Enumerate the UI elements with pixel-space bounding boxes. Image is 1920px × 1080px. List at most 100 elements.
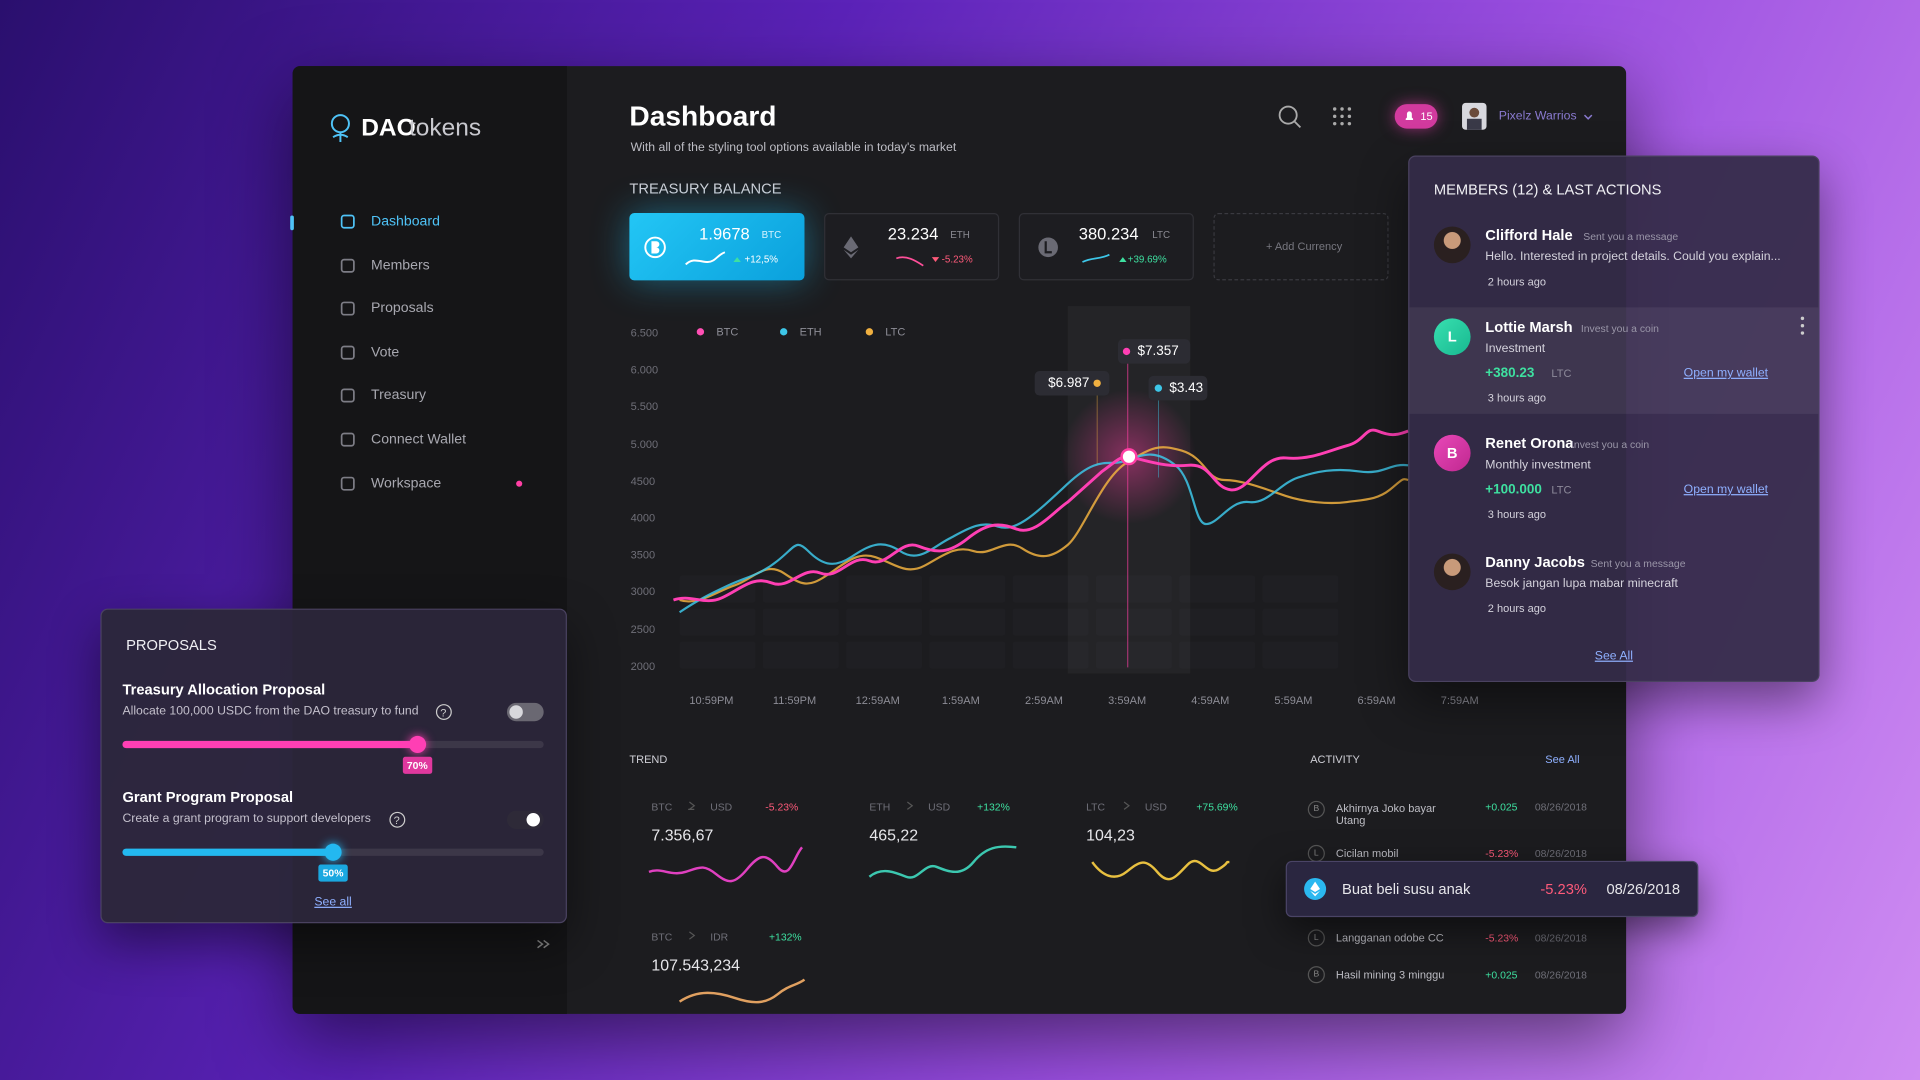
trend-change: -5.23% xyxy=(765,800,799,814)
activity-label: Hasil mining 3 minggu xyxy=(1335,968,1445,981)
member-initial: B xyxy=(1446,444,1458,462)
tooltip-label: $3.43 xyxy=(1169,380,1204,396)
member-time: 2 hours ago xyxy=(1487,602,1546,615)
member-name: Renet Orona xyxy=(1485,434,1574,452)
slider-handle[interactable] xyxy=(324,843,342,861)
member-text: Monthly investment xyxy=(1485,458,1591,473)
tooltip-dot xyxy=(1154,384,1163,392)
proposal-title: Treasury Allocation Proposal xyxy=(122,680,326,698)
y-tick-label: 4500 xyxy=(630,474,656,488)
x-tick-label: 1:59AM xyxy=(941,694,980,707)
x-tick-label: 7:59AM xyxy=(1440,694,1479,707)
panel-title: PROPOSALS xyxy=(126,636,217,654)
trend-value: 107.543,234 xyxy=(651,955,740,975)
card-change: -5.23% xyxy=(941,254,973,266)
see-all-link[interactable]: See All xyxy=(1545,753,1580,766)
tooltip-label: $6.987 xyxy=(1048,375,1090,391)
tooltip-label: $7.357 xyxy=(1137,344,1179,359)
card-amount: 380.234 xyxy=(1078,224,1139,244)
member-time: 2 hours ago xyxy=(1487,275,1546,288)
section-title: ACTIVITY xyxy=(1310,753,1360,766)
activity-label: Cicilan mobil xyxy=(1335,847,1399,860)
proposal-desc: Allocate 100,000 USDC from the DAO treas… xyxy=(122,704,419,719)
member-currency: LTC xyxy=(1551,483,1572,496)
y-tick-label: 5.000 xyxy=(630,437,659,451)
logo-bold: DAO xyxy=(361,114,416,142)
nav-item[interactable]: Treasury xyxy=(371,388,427,403)
notification-count: 15 xyxy=(1420,110,1433,123)
trend-from: BTC xyxy=(651,800,673,814)
currency-card[interactable] xyxy=(1018,213,1194,281)
legend-dot xyxy=(696,328,705,336)
member-action: Invest you a coin xyxy=(1580,322,1659,335)
nav-item[interactable]: Members xyxy=(371,258,430,274)
trend-to: USD xyxy=(710,800,733,814)
notification-badge[interactable] xyxy=(1394,104,1438,129)
page-subtitle: With all of the styling tool options ava… xyxy=(630,141,957,155)
trend-change: +132% xyxy=(977,800,1010,814)
toggle-knob xyxy=(526,813,540,827)
user-name[interactable]: Pixelz Warrios xyxy=(1498,109,1577,124)
nav-item[interactable]: Dashboard xyxy=(371,214,440,229)
activity-change: -5.23% xyxy=(1485,847,1519,860)
activity-change: -5.23% xyxy=(1485,931,1519,945)
legend-label: ETH xyxy=(799,325,822,338)
y-tick-label: 4000 xyxy=(630,511,656,525)
trend-change: +75.69% xyxy=(1196,800,1238,814)
activity-icon xyxy=(1307,800,1325,818)
x-tick-label: 12:59AM xyxy=(855,694,900,707)
nav-item[interactable]: Proposals xyxy=(371,301,434,316)
legend-label: BTC xyxy=(716,325,739,338)
trend-to: USD xyxy=(1144,800,1167,814)
y-tick-label: 2500 xyxy=(630,622,656,636)
add-currency-label[interactable]: + Add Currency xyxy=(1265,240,1343,253)
activity-icon xyxy=(1307,966,1325,984)
member-action: Sent you a message xyxy=(1583,230,1679,243)
activity-date: 08/26/2018 xyxy=(1606,880,1680,898)
nav-item[interactable]: Connect Wallet xyxy=(371,432,466,447)
wallet-link[interactable]: Open my wallet xyxy=(1683,366,1769,381)
activity-highlight-icon xyxy=(1304,877,1327,900)
see-all-link[interactable]: See All xyxy=(1594,649,1633,664)
currency-card[interactable] xyxy=(629,213,805,281)
activity-date: 08/26/2018 xyxy=(1534,931,1587,945)
tooltip-dot xyxy=(1122,347,1131,356)
progress-tag xyxy=(402,756,432,774)
x-tick-label: 3:59AM xyxy=(1108,694,1147,707)
card-symbol: BTC xyxy=(761,229,782,241)
member-action: Invest you a coin xyxy=(1571,438,1650,451)
currency-card[interactable] xyxy=(824,213,1000,281)
nav-item[interactable]: Workspace xyxy=(371,476,442,492)
nav-item[interactable]: Vote xyxy=(371,345,400,360)
member-avatar xyxy=(1433,226,1471,264)
activity-icon-label: B xyxy=(1313,805,1320,814)
activity-highlight xyxy=(1285,860,1699,918)
help-icon xyxy=(435,704,452,720)
slider-handle[interactable] xyxy=(408,735,426,754)
member-time: 3 hours ago xyxy=(1487,391,1546,405)
progress-tag xyxy=(318,864,348,882)
progress-label: 50% xyxy=(322,866,344,880)
wallet-link[interactable]: Open my wallet xyxy=(1683,483,1769,497)
toggle-knob xyxy=(509,705,523,719)
trend-from: BTC xyxy=(651,930,673,943)
see-all-link[interactable]: See all xyxy=(314,895,352,910)
page-title: Dashboard xyxy=(629,99,777,132)
member-initial: L xyxy=(1447,328,1457,346)
add-currency[interactable] xyxy=(1213,213,1389,281)
slider-fill xyxy=(122,848,334,856)
progress-label: 70% xyxy=(406,759,428,772)
trend-from: LTC xyxy=(1086,800,1106,814)
member-amount: +380.23 xyxy=(1485,366,1535,381)
x-tick-label: 5:59AM xyxy=(1274,694,1313,707)
trend-value: 104,23 xyxy=(1086,825,1135,845)
card-symbol: LTC xyxy=(1152,229,1171,241)
activity-icon-label: L xyxy=(1313,933,1319,943)
y-tick-label: 5.500 xyxy=(630,400,659,414)
member-avatar xyxy=(1433,553,1471,591)
activity-date: 08/26/2018 xyxy=(1534,847,1587,860)
member-currency: LTC xyxy=(1551,367,1572,380)
member-avatar xyxy=(1433,434,1471,472)
member-time: 3 hours ago xyxy=(1487,508,1546,521)
